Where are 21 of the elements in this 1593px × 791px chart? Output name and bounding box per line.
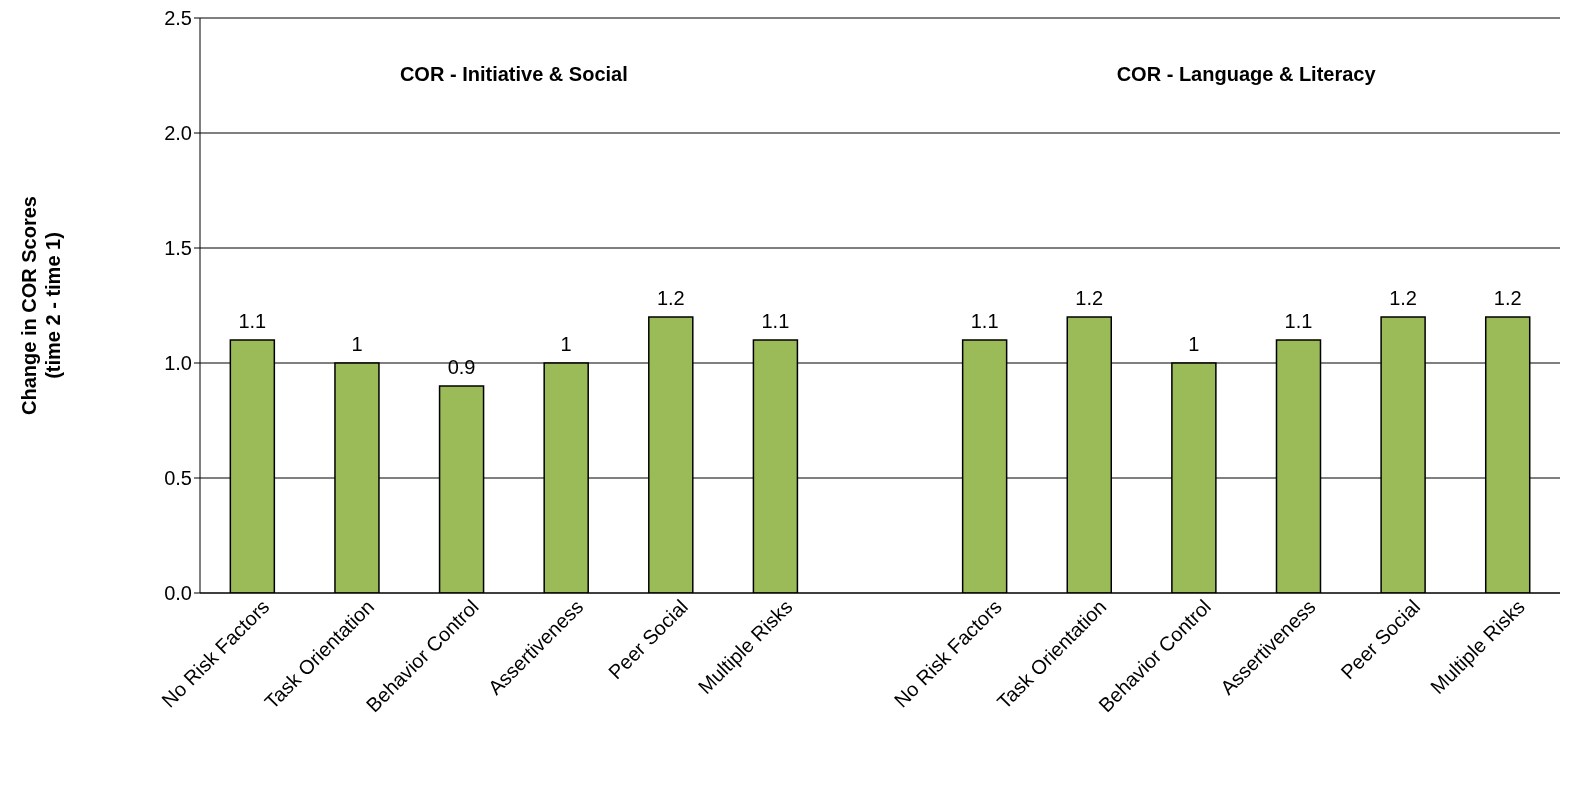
data-label: 1 bbox=[1188, 333, 1200, 355]
y-tick-label: 2.5 bbox=[164, 7, 192, 30]
y-axis-title: Change in COR Scores (time 2 - time 1) bbox=[18, 196, 64, 415]
data-label: 1.2 bbox=[656, 287, 685, 309]
data-label: 1 bbox=[560, 333, 572, 355]
data-label: 0.9 bbox=[447, 356, 476, 378]
data-label: 1.2 bbox=[1075, 287, 1104, 309]
data-label: 1.1 bbox=[1284, 310, 1313, 332]
y-tick-label: 1.0 bbox=[164, 352, 192, 375]
data-label: 1.1 bbox=[761, 310, 790, 332]
annotation: COR - Initiative & Social bbox=[398, 63, 629, 86]
y-tick-label: 0.0 bbox=[164, 582, 192, 605]
data-label: 1.2 bbox=[1389, 287, 1418, 309]
y-tick-label: 0.5 bbox=[164, 467, 192, 490]
data-label: 1.1 bbox=[238, 310, 267, 332]
y-tick-label: 1.5 bbox=[164, 237, 192, 260]
y-tick-label: 2.0 bbox=[164, 122, 192, 145]
data-label: 1 bbox=[351, 333, 363, 355]
annotation: COR - Language & Literacy bbox=[1115, 63, 1377, 86]
data-label: 1.2 bbox=[1493, 287, 1522, 309]
data-label: 1.1 bbox=[970, 310, 999, 332]
